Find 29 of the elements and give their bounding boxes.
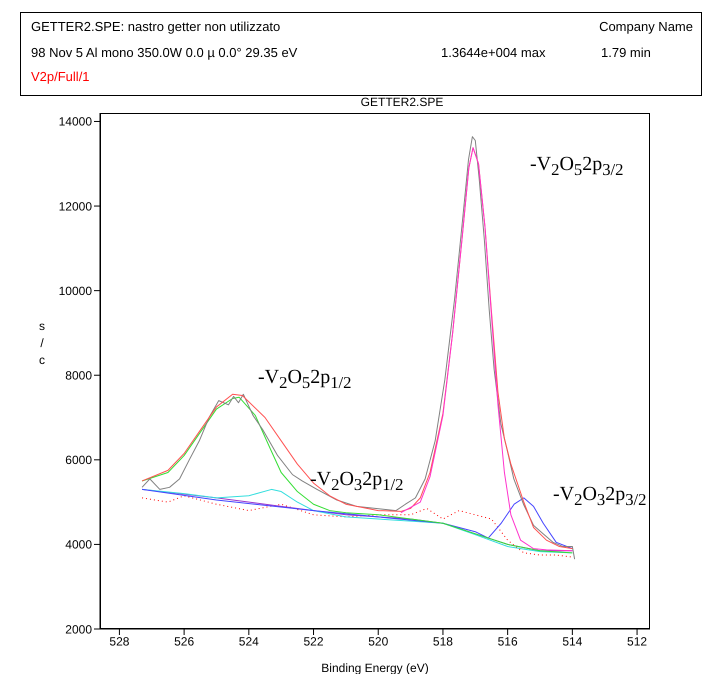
annotation: -V$_{2}$O$_{3}$2p$_{3/2}$	[553, 483, 647, 510]
line-series	[142, 396, 573, 554]
x-tick-label: 514	[562, 634, 583, 649]
annotation: -V$_{2}$O$_{3}$2p$_{1/2}$	[310, 468, 404, 495]
text: Company Name	[599, 19, 693, 34]
chart-title: GETTER2.SPE	[360, 95, 444, 109]
x-tick-label: 518	[432, 634, 454, 649]
text: 1.79 min	[601, 45, 651, 60]
text: 1.3644e+004 max	[441, 45, 546, 60]
x-tick-label: 520	[368, 634, 389, 649]
x-tick-label: 524	[238, 634, 260, 649]
y-tick-label: 14000	[58, 114, 92, 129]
text: V2p/Full/1	[31, 69, 90, 84]
text: 98 Nov 5 Al mono 350.0W 0.0 µ 0.0° 29.35 eV	[31, 45, 298, 60]
x-tick-label: 516	[498, 634, 518, 649]
text: GETTER2.SPE: nastro getter non utilizzato	[31, 19, 280, 34]
y-tick-label: 2000	[65, 622, 92, 636]
y-axis-title: s/c	[38, 318, 46, 369]
annotation: -V$_{2}$O$_{5}$2p$_{1/2}$	[258, 366, 352, 393]
y-tick-label: 6000	[65, 453, 92, 468]
y-tick-label: 10000	[58, 284, 92, 298]
y-tick-label: 8000	[65, 368, 92, 382]
y-tick-label: 4000	[65, 538, 92, 552]
x-tick-label: 528	[109, 634, 130, 649]
x-tick-label: 522	[304, 634, 324, 649]
annotation: -V$_{2}$O$_{5}$2p$_{3/2}$	[530, 153, 624, 180]
x-tick-label: 512	[627, 634, 648, 649]
y-tick-label: 12000	[58, 199, 92, 214]
x-tick-label: 526	[174, 634, 194, 649]
